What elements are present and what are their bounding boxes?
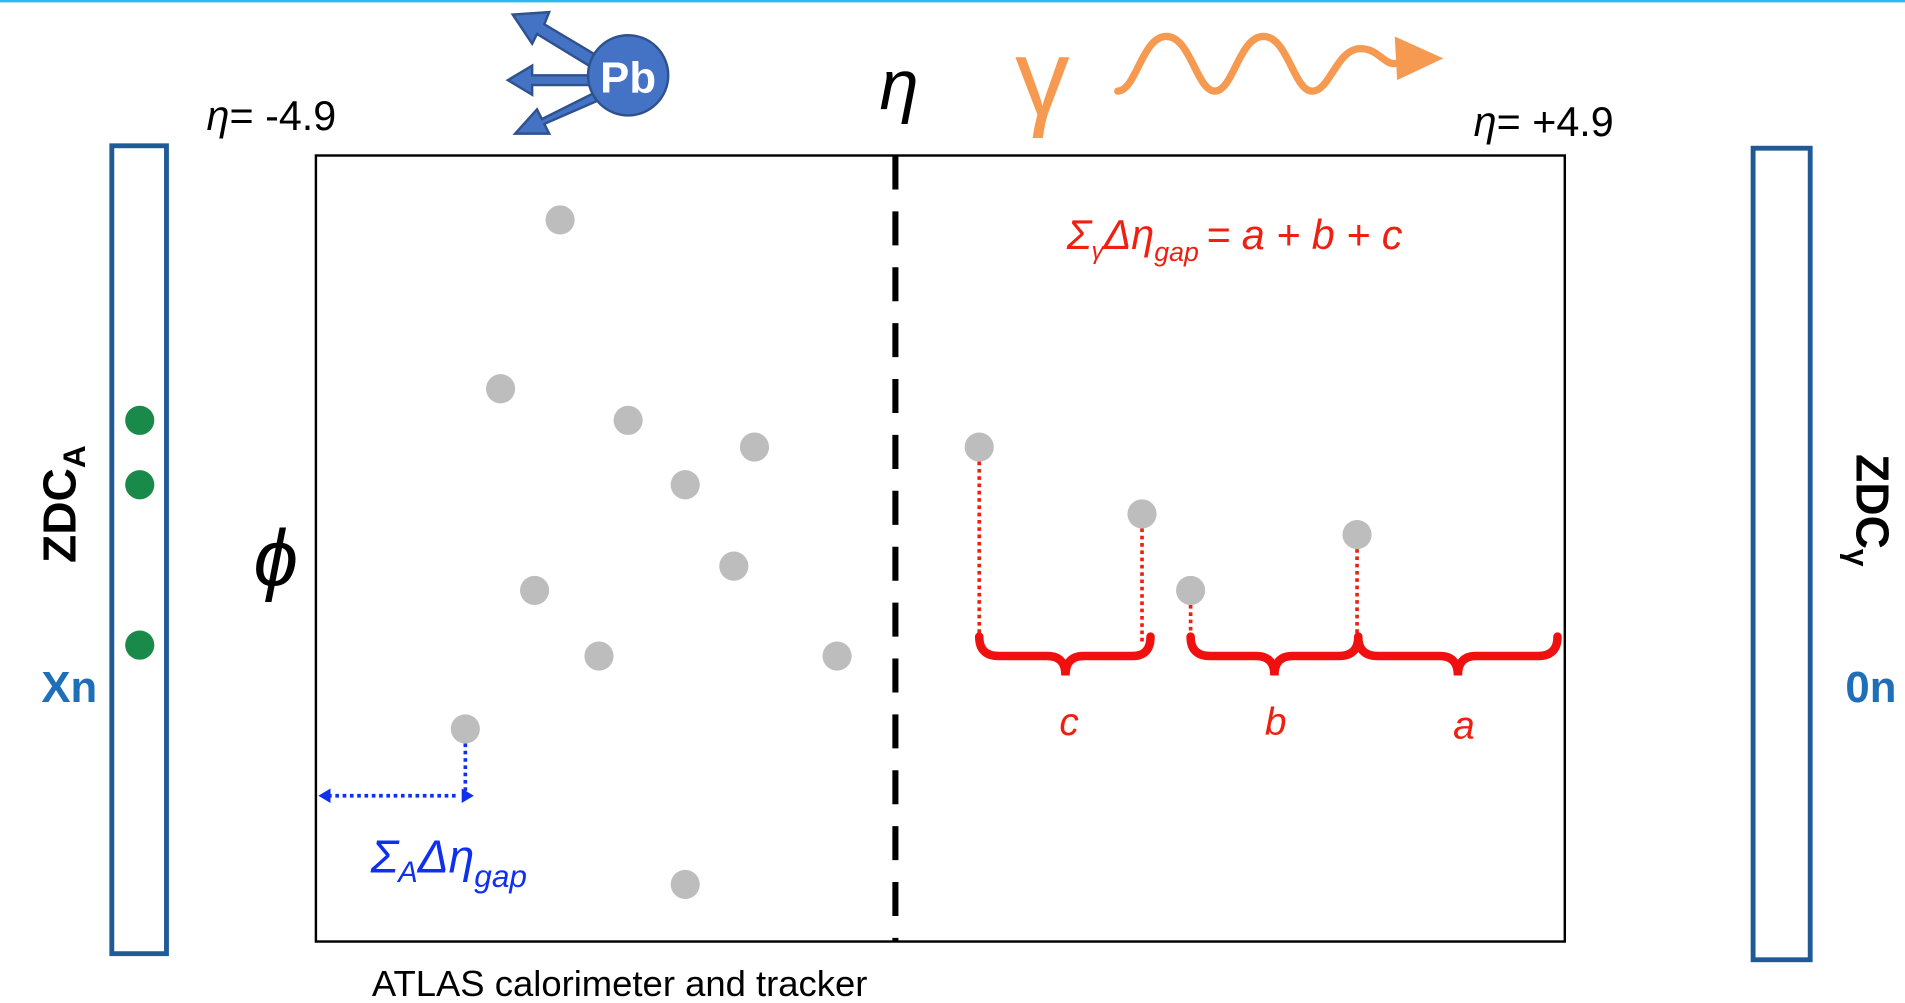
brace-c [974,632,1155,676]
formula-gamma: ΣγΔηgap = a + b + c [1066,212,1403,267]
phi-axis: ϕ [254,513,299,603]
zdc-gamma-box [1750,145,1813,963]
neutron [125,405,155,435]
formula-part: γ [1091,238,1105,265]
particle [450,714,480,744]
eta-axis: η [879,45,918,124]
neutron-dots [125,405,155,660]
brace-label: a [1453,705,1475,748]
particle [1127,499,1157,529]
particle [485,374,516,404]
neutron [125,630,155,660]
eta-value: = +4.9 [1497,99,1614,145]
detector-box [314,154,1567,943]
zdc-name: ZDC [1846,454,1898,549]
brace-a [1354,632,1562,676]
zdc-a-box [109,143,169,957]
particle [613,405,643,435]
particle [822,641,852,671]
eta-left: η= -4.9 [207,93,337,139]
particle [670,869,700,900]
particle [964,432,994,462]
pb-circle [586,34,670,117]
formula-a: ΣAΔηgap [370,830,527,894]
neutron [125,470,155,500]
particle [1176,575,1206,606]
formula-part: gap [1154,237,1199,267]
eta-right: η= +4.9 [1474,99,1614,145]
particle [739,432,770,462]
formula-part: A [396,857,417,889]
particles [450,205,1372,900]
braces [974,632,1562,676]
gap-arrow [328,743,468,798]
brace-labels: c b a [1059,701,1474,748]
zdc-sub: A [56,445,92,468]
eta-symbol: η [207,93,230,139]
arrow [512,90,603,135]
particle [719,551,749,581]
brace-b [1186,632,1363,676]
photon-arrowhead [1394,36,1444,81]
pb-label: Pb [600,53,656,102]
caption: ATLAS calorimeter and tracker [372,963,867,1003]
gap-lines [977,461,1359,644]
brace-label: c [1059,701,1078,744]
zdc-gamma-state: 0n [1845,663,1896,712]
particle [1342,519,1372,550]
particle [670,470,700,500]
zdc-a-label: ZDCA [33,445,92,563]
particle [520,575,550,606]
eta-symbol: η [1474,99,1497,145]
formula-part: Δη [1103,212,1155,258]
formula-part: = a + b + c [1206,212,1403,258]
particle [584,641,614,671]
formula-part: Δη [417,830,475,882]
brace-label: b [1265,701,1287,744]
arrow [505,63,595,97]
arrow [510,10,604,70]
particle [545,205,575,235]
formula-part: Σ [1066,212,1093,258]
formula-part: Σ [370,830,400,882]
zdc-a-state: Xn [41,663,97,712]
zdc-gamma-label: ZDCγ [1840,454,1899,567]
pb-icon [505,10,670,135]
gamma-symbol: γ [1015,17,1070,139]
formula-part: gap [474,858,527,894]
zdc-name: ZDC [33,468,85,563]
photon-wave [1114,32,1401,95]
eta-value: = -4.9 [230,93,337,139]
zdc-sub: γ [1840,549,1876,567]
